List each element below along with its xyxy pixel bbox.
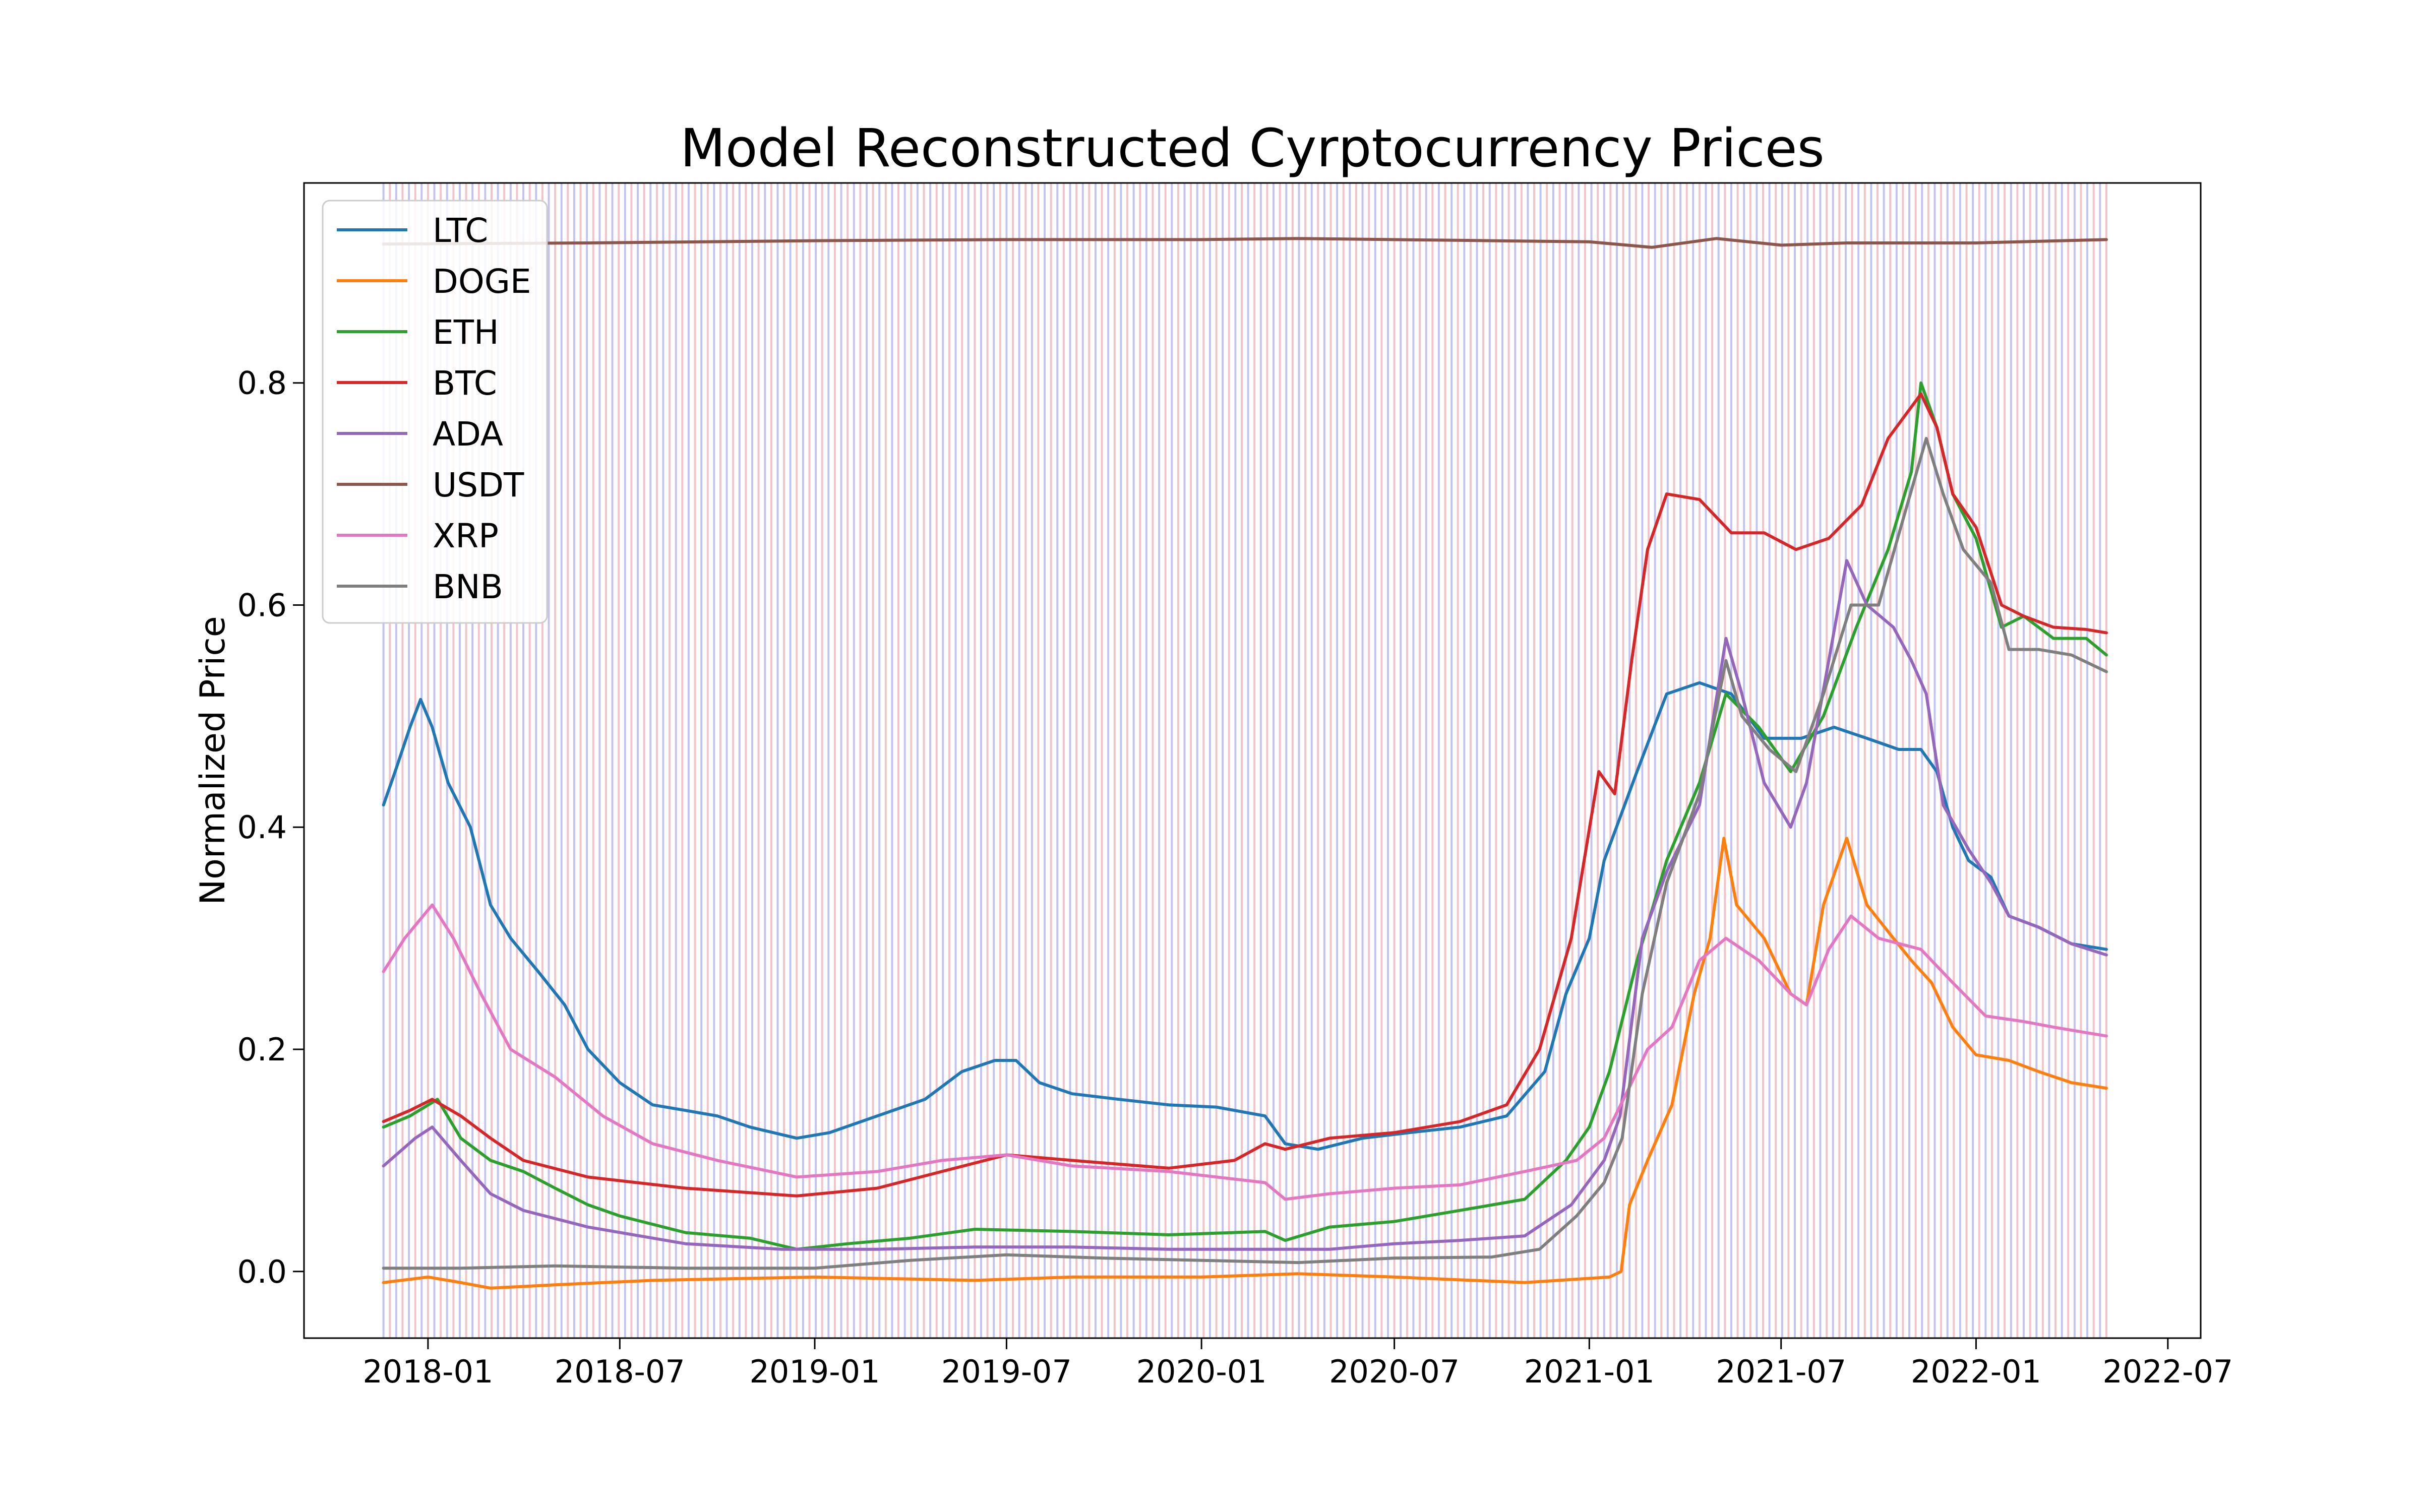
x-axis: 2018-01 2018-07 2019-01 2019-07 2020-01 2020-… (362, 1338, 2233, 1390)
series-line-eth (382, 381, 2108, 1251)
chart-title: Model Reconstructed Cyrptocurrency Price… (680, 117, 1825, 179)
y-tick-label: 0.8 (237, 365, 287, 402)
legend-box (322, 200, 548, 624)
y-axis-label: Normalized Price (193, 616, 233, 905)
x-tick-label: 2020-01 (1136, 1353, 1267, 1390)
series-line-bnb (382, 436, 2108, 1270)
x-tick-label: 2022-07 (2102, 1353, 2233, 1390)
series-line-ltc (382, 681, 2108, 1151)
series-line-usdt (382, 237, 2108, 249)
x-tick-label: 2021-01 (1524, 1353, 1655, 1390)
background-stripes (382, 183, 2107, 1338)
legend-label-doge: DOGE (433, 262, 531, 301)
y-tick-label: 0.0 (237, 1253, 287, 1290)
x-tick-label: 2021-07 (1716, 1353, 1846, 1390)
series-line-xrp (382, 903, 2108, 1201)
plot-frame (303, 182, 2202, 1339)
y-axis: 0.0 0.2 0.4 0.6 0.8 (237, 365, 304, 1290)
series-lines (382, 237, 2108, 1290)
legend-label-usdt: USDT (433, 466, 524, 505)
series-line-ada (382, 559, 2108, 1251)
x-tick-label: 2020-07 (1329, 1353, 1460, 1390)
x-tick-label: 2019-07 (941, 1353, 1072, 1390)
x-tick-label: 2019-01 (749, 1353, 880, 1390)
legend-label-ada: ADA (433, 415, 503, 454)
legend-label-btc: BTC (433, 364, 497, 403)
y-tick-label: 0.6 (237, 587, 287, 623)
y-tick-label: 0.2 (237, 1031, 287, 1068)
series-line-doge (382, 837, 2108, 1290)
legend-label-ltc: LTC (433, 211, 488, 250)
series-line-btc (382, 392, 2108, 1198)
x-tick-label: 2018-07 (555, 1353, 685, 1390)
legend-label-xrp: XRP (433, 517, 499, 555)
legend-label-eth: ETH (433, 313, 499, 352)
legend: LTC DOGE ETH BTC ADA USDT XRP BNB (322, 200, 548, 624)
x-tick-label: 2018-01 (362, 1353, 493, 1390)
y-tick-label: 0.4 (237, 809, 287, 846)
x-tick-label: 2022-01 (1911, 1353, 2041, 1390)
legend-label-bnb: BNB (433, 568, 503, 606)
